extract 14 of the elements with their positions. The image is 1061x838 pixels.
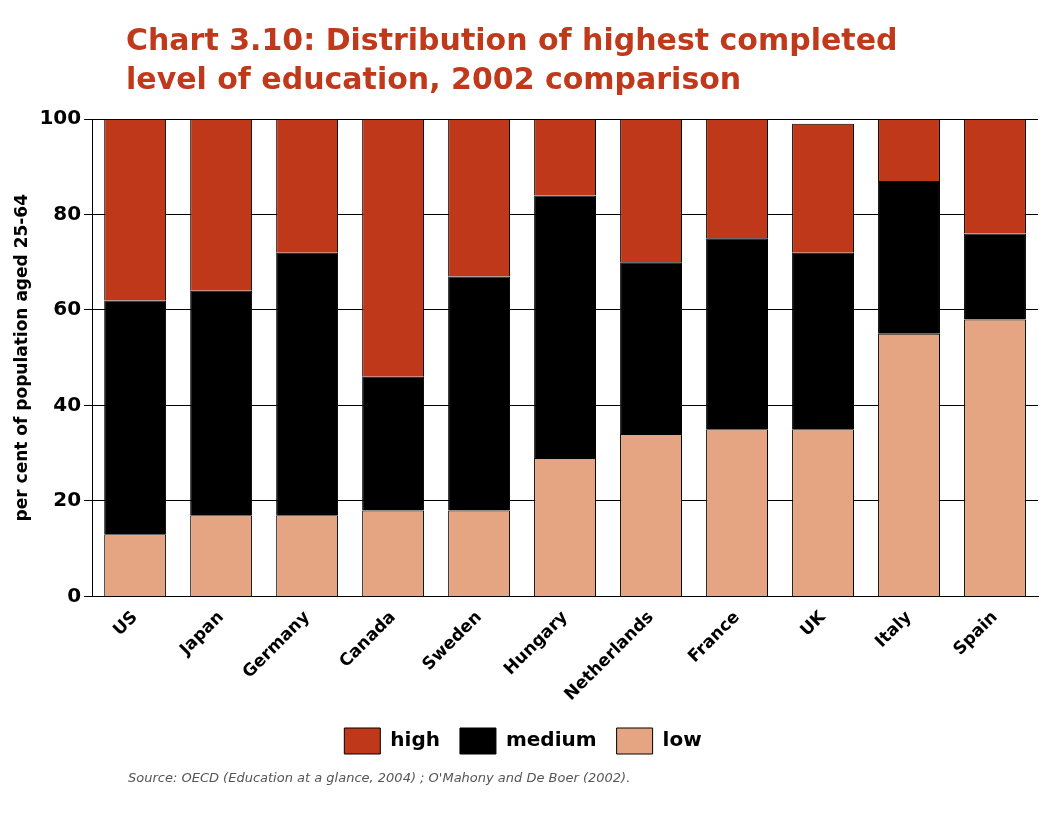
y-tick-label: 20 [53,487,82,512]
legend-label: medium [505,727,597,752]
y-tick-label: 60 [53,296,82,321]
legend-label: low [662,727,702,752]
y-tick-label: 0 [67,582,82,607]
y-tick-label: 80 [53,200,82,225]
chart-title: Chart 3.10: Distribution of highest completed level of education, 2002 comparison [126,21,899,98]
source-note: Source: OECD (Education at a glance, 2004) ; O'Mahony and De Boer (2002). [128,770,632,785]
legend-label: high [390,727,440,752]
x-tick-label: UK [795,605,830,640]
y-tick-label: 40 [53,391,82,416]
y-tick-label: 100 [39,105,82,130]
x-tick-label: US [108,606,142,640]
y-axis-title: per cent of population aged 25-64 [10,193,31,522]
